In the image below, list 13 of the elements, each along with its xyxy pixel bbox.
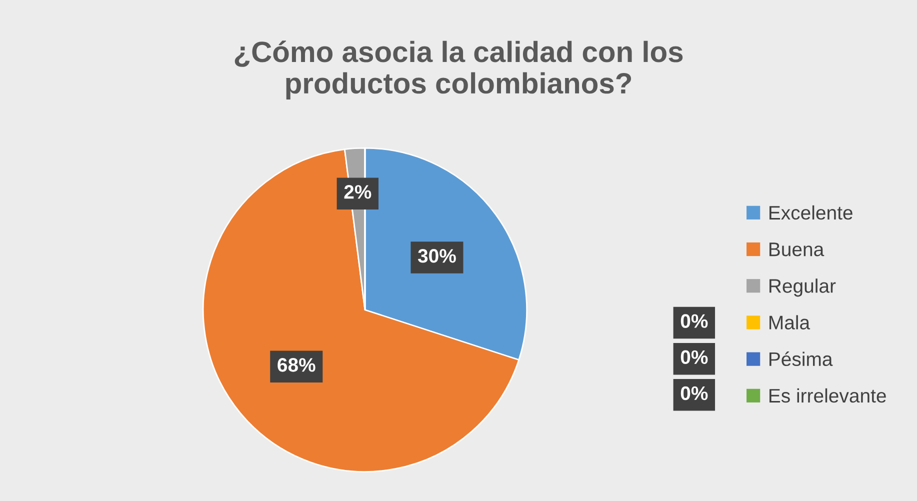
text: 0% xyxy=(680,314,708,328)
data-label: 2% xyxy=(344,185,372,199)
text: 0% xyxy=(680,386,708,400)
legend-label: Regular xyxy=(770,278,836,297)
legend-label: Pésima xyxy=(770,352,833,366)
data-label: 30% xyxy=(418,249,456,263)
data-label: 68% xyxy=(278,358,316,372)
text: 0% xyxy=(680,350,708,364)
chart-title: ¿Cómo asocia la calidad con los productos colombianos? xyxy=(234,40,683,100)
legend-label: Es irrelevante xyxy=(770,388,886,403)
legend-label: Excelente xyxy=(770,205,852,220)
legend-label: Buena xyxy=(770,242,824,256)
legend-label: Mala xyxy=(770,315,810,330)
